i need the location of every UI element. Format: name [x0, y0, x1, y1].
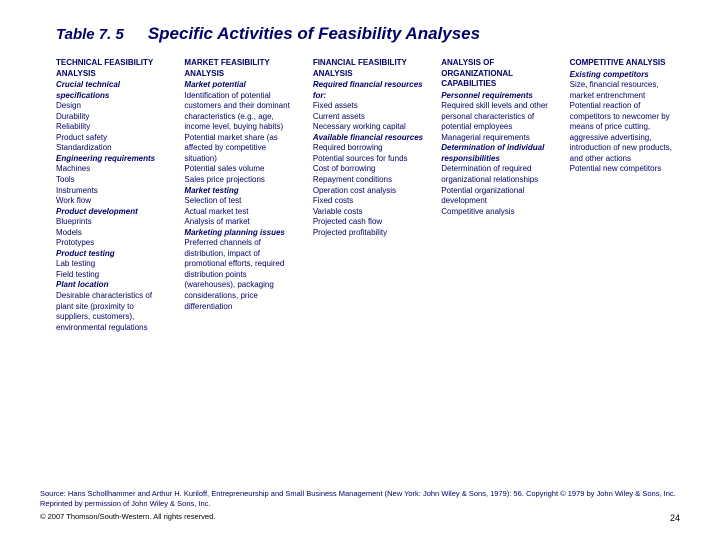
list-item: Product safety [56, 133, 166, 144]
column: TECHNICAL FEASIBILITY ANALYSISCrucial te… [56, 58, 166, 333]
list-item: Desirable characteristics of plant site … [56, 291, 166, 333]
list-item: Projected cash flow [313, 217, 423, 228]
footer-copyright: © 2007 Thomson/South-Western. All rights… [40, 512, 215, 524]
list-item: Variable costs [313, 207, 423, 218]
list-item: Analysis of market [184, 217, 294, 228]
list-item: Market potential [184, 80, 294, 91]
column-header: TECHNICAL FEASIBILITY ANALYSIS [56, 58, 166, 79]
list-item: Potential sales volume [184, 164, 294, 175]
list-item: Cost of borrowing [313, 164, 423, 175]
list-item: Fixed costs [313, 196, 423, 207]
table-label: Table 7. 5 [56, 26, 124, 43]
title-row: Table 7. 5 Specific Activities of Feasib… [56, 24, 680, 44]
table-title: Specific Activities of Feasibility Analy… [148, 24, 480, 44]
list-item: Market testing [184, 186, 294, 197]
list-item: Actual market test [184, 207, 294, 218]
column: FINANCIAL FEASIBILITY ANALYSISRequired f… [313, 58, 423, 333]
list-item: Potential market share (as affected by c… [184, 133, 294, 165]
footer-row: © 2007 Thomson/South-Western. All rights… [40, 512, 680, 524]
page-number: 24 [670, 512, 680, 524]
list-item: Potential sources for funds [313, 154, 423, 165]
list-item: Potential new competitors [570, 164, 680, 175]
list-item: Preferred channels of distribution, impa… [184, 238, 294, 312]
list-item: Managerial requirements [441, 133, 551, 144]
list-item: Determination of individual responsibili… [441, 143, 551, 164]
list-item: Sales price projections [184, 175, 294, 186]
list-item: Machines [56, 164, 166, 175]
list-item: Potential organizational development [441, 186, 551, 207]
column-header: COMPETITIVE ANALYSIS [570, 58, 680, 69]
list-item: Durability [56, 112, 166, 123]
list-item: Selection of test [184, 196, 294, 207]
column-header: ANALYSIS OF ORGANIZATIONAL CAPABILITIES [441, 58, 551, 90]
list-item: Available financial resources [313, 133, 423, 144]
list-item: Repayment conditions [313, 175, 423, 186]
list-item: Design [56, 101, 166, 112]
list-item: Required skill levels and other personal… [441, 101, 551, 133]
footer: Source: Hans Schollhammer and Arthur H. … [40, 489, 680, 524]
list-item: Existing competitors [570, 70, 680, 81]
list-item: Operation cost analysis [313, 186, 423, 197]
list-item: Engineering requirements [56, 154, 166, 165]
list-item: Marketing planning issues [184, 228, 294, 239]
columns-container: TECHNICAL FEASIBILITY ANALYSISCrucial te… [56, 58, 680, 333]
list-item: Determination of required organizational… [441, 164, 551, 185]
list-item: Current assets [313, 112, 423, 123]
list-item: Size, financial resources, market entren… [570, 80, 680, 101]
list-item: Blueprints [56, 217, 166, 228]
column: MARKET FEASIBILITY ANALYSISMarket potent… [184, 58, 294, 333]
list-item: Reliability [56, 122, 166, 133]
column-header: FINANCIAL FEASIBILITY ANALYSIS [313, 58, 423, 79]
column-header: MARKET FEASIBILITY ANALYSIS [184, 58, 294, 79]
list-item: Instruments [56, 186, 166, 197]
list-item: Personnel requirements [441, 91, 551, 102]
list-item: Field testing [56, 270, 166, 281]
list-item: Product testing [56, 249, 166, 260]
list-item: Crucial technical specifications [56, 80, 166, 101]
list-item: Projected profitability [313, 228, 423, 239]
list-item: Prototypes [56, 238, 166, 249]
list-item: Tools [56, 175, 166, 186]
list-item: Plant location [56, 280, 166, 291]
list-item: Product development [56, 207, 166, 218]
list-item: Fixed assets [313, 101, 423, 112]
list-item: Required financial resources for: [313, 80, 423, 101]
list-item: Models [56, 228, 166, 239]
list-item: Competitive analysis [441, 207, 551, 218]
list-item: Work flow [56, 196, 166, 207]
column: ANALYSIS OF ORGANIZATIONAL CAPABILITIESP… [441, 58, 551, 333]
list-item: Identification of potential customers an… [184, 91, 294, 133]
list-item: Standardization [56, 143, 166, 154]
column: COMPETITIVE ANALYSISExisting competitors… [570, 58, 680, 333]
footer-source: Source: Hans Schollhammer and Arthur H. … [40, 489, 680, 509]
list-item: Lab testing [56, 259, 166, 270]
list-item: Required borrowing [313, 143, 423, 154]
list-item: Potential reaction of competitors to new… [570, 101, 680, 164]
list-item: Necessary working capital [313, 122, 423, 133]
